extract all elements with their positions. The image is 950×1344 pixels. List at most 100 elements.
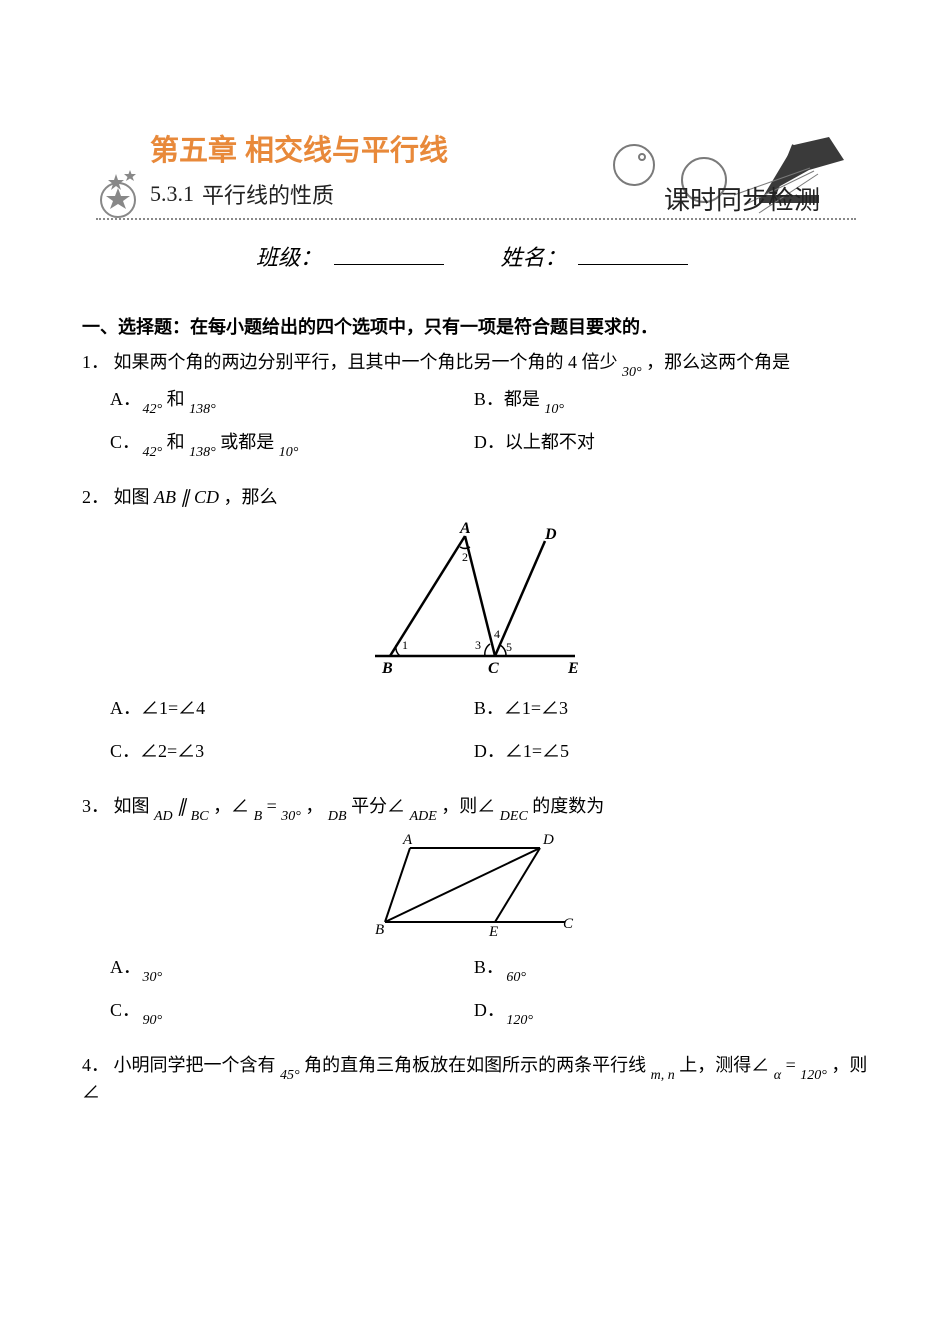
q1-opt-c: C． 42° 和 138° 或都是 10° bbox=[110, 429, 474, 456]
svg-text:A: A bbox=[402, 832, 413, 848]
q4-text-c: 上，测得∠ bbox=[679, 1055, 769, 1075]
q1-A-mid: 和 bbox=[167, 389, 185, 409]
q3-b: B bbox=[254, 806, 263, 827]
q1-A-v1: 42° bbox=[143, 399, 163, 420]
q3-B-pre: B． bbox=[474, 954, 502, 981]
section1-heading: 一、选择题：在每小题给出的四个选项中，只有一项是符合题目要求的． bbox=[82, 314, 868, 341]
q3-D-v: 120° bbox=[506, 1010, 533, 1031]
q1-C-mid2: 或都是 bbox=[220, 432, 274, 452]
svg-text:4: 4 bbox=[494, 627, 500, 641]
q1-A-v2: 138° bbox=[189, 399, 216, 420]
q3-text-a: 如图 bbox=[114, 796, 150, 816]
svg-text:B: B bbox=[381, 660, 393, 677]
q4-eq: = bbox=[786, 1055, 796, 1075]
q2-opt-c: C．∠2=∠3 bbox=[110, 738, 474, 765]
svg-text:C: C bbox=[563, 916, 574, 932]
svg-text:D: D bbox=[544, 526, 557, 543]
question-1: 1． 如果两个角的两边分别平行，且其中一个角比另一个角的 4 倍少 30° ，那… bbox=[82, 349, 868, 376]
q4-mn: m, n bbox=[651, 1065, 675, 1086]
q3-text-c: 的度数为 bbox=[532, 796, 604, 816]
q2-text-b: ，那么 bbox=[224, 487, 278, 507]
fill-row: 班级： 姓名： bbox=[0, 240, 950, 272]
q1-options: A． 42° 和 138° B．都是 10° C． 42° 和 138° 或都是… bbox=[110, 386, 868, 472]
q3-eq: = bbox=[267, 796, 277, 816]
q3-C-pre: C． bbox=[110, 997, 138, 1024]
section-number: 5.3.1 bbox=[150, 181, 194, 207]
q1-opt-b: B．都是 10° bbox=[474, 386, 838, 413]
svg-text:E: E bbox=[567, 660, 579, 677]
q3-ad: AD bbox=[154, 806, 173, 827]
q1-B-v1: 10° bbox=[544, 399, 564, 420]
q3-num: 3． bbox=[82, 796, 109, 816]
q2-par: ∥ bbox=[181, 487, 190, 507]
q3-c1: ，∠ bbox=[213, 796, 249, 816]
q1-A-pre: A． bbox=[110, 386, 138, 413]
q3-options: A． 30° B． 60° C． 90° D． 120° bbox=[110, 954, 868, 1040]
q3-ade: ADE bbox=[410, 806, 437, 827]
q3-c3: ，则∠ bbox=[441, 796, 495, 816]
question-4: 4． 小明同学把一个含有 45° 角的直角三角板放在如图所示的两条平行线 m, … bbox=[82, 1052, 868, 1106]
svg-text:3: 3 bbox=[475, 638, 481, 652]
q4-120: 120° bbox=[800, 1065, 827, 1086]
q3-A-v: 30° bbox=[143, 967, 163, 988]
class-label: 班级： bbox=[256, 245, 322, 270]
question-2: 2． 如图 AB ∥ CD ，那么 bbox=[82, 484, 868, 511]
svg-text:C: C bbox=[488, 660, 499, 677]
q1-30: 30° bbox=[622, 362, 642, 383]
svg-text:D: D bbox=[542, 832, 554, 848]
q3-D-pre: D． bbox=[474, 997, 502, 1024]
q1-num: 1． bbox=[82, 352, 109, 372]
q4-alpha: α bbox=[774, 1065, 781, 1086]
q3-B-v: 60° bbox=[506, 967, 526, 988]
q2-cd: CD bbox=[194, 487, 219, 507]
q1-C-mid1: 和 bbox=[167, 432, 185, 452]
q3-text-b: 平分∠ bbox=[351, 796, 405, 816]
q3-opt-d: D． 120° bbox=[474, 997, 838, 1024]
q3-dec: DEC bbox=[500, 806, 528, 827]
q2-num: 2． bbox=[82, 487, 109, 507]
svg-text:1: 1 bbox=[402, 638, 408, 652]
question-3: 3． 如图 AD ∥ BC ，∠ B = 30° ， DB 平分∠ ADE ，则… bbox=[82, 793, 868, 820]
q1-C-v1: 42° bbox=[143, 442, 163, 463]
svg-text:B: B bbox=[375, 922, 384, 938]
svg-text:A: A bbox=[459, 521, 471, 537]
q3-C-v: 90° bbox=[143, 1010, 163, 1031]
q3-c2: ， bbox=[305, 796, 323, 816]
q3-A-pre: A． bbox=[110, 954, 138, 981]
q3-figure: A D B E C bbox=[82, 830, 868, 940]
q2-opt-b: B．∠1=∠3 bbox=[474, 695, 838, 722]
section-name: 平行线的性质 bbox=[202, 178, 334, 210]
svg-text:E: E bbox=[488, 924, 498, 940]
q3-opt-c: C． 90° bbox=[110, 997, 474, 1024]
q1-text-b: ，那么这两个角是 bbox=[646, 352, 790, 372]
q1-text-a: 如果两个角的两边分别平行，且其中一个角比另一个角的 4 倍少 bbox=[114, 352, 618, 372]
q1-opt-a: A． 42° 和 138° bbox=[110, 386, 474, 413]
q1-opt-d: D．以上都不对 bbox=[474, 429, 838, 456]
q3-opt-b: B． 60° bbox=[474, 954, 838, 981]
name-label: 姓名： bbox=[501, 245, 567, 270]
q1-C-v2: 138° bbox=[189, 442, 216, 463]
right-label: 课时同步检测 bbox=[664, 180, 820, 217]
q1-D: D．以上都不对 bbox=[474, 432, 595, 452]
q3-30: 30° bbox=[281, 806, 301, 827]
chapter-title: 第五章 相交线与平行线 bbox=[150, 127, 448, 169]
q3-bc: BC bbox=[191, 806, 209, 827]
name-blank[interactable] bbox=[578, 264, 688, 265]
q1-C-pre: C． bbox=[110, 429, 138, 456]
class-blank[interactable] bbox=[334, 264, 444, 265]
star-badge-icon bbox=[96, 170, 144, 218]
q4-text-a: 小明同学把一个含有 bbox=[114, 1055, 276, 1075]
q2-text-a: 如图 bbox=[114, 487, 155, 507]
svg-text:2: 2 bbox=[462, 550, 468, 564]
q2-figure: A D B C E 1 2 3 4 5 bbox=[82, 521, 868, 681]
q2-opt-d: D．∠1=∠5 bbox=[474, 738, 838, 765]
q4-num: 4． bbox=[82, 1055, 109, 1075]
q2-options: A．∠1=∠4 B．∠1=∠3 C．∠2=∠3 D．∠1=∠5 bbox=[110, 695, 868, 781]
q4-45: 45° bbox=[280, 1065, 300, 1086]
q1-B-pre: B．都是 bbox=[474, 389, 540, 409]
header-divider bbox=[96, 218, 856, 220]
q1-C-v3: 10° bbox=[279, 442, 299, 463]
q3-par: ∥ bbox=[177, 796, 186, 816]
q3-db: DB bbox=[328, 806, 347, 827]
q2-opt-a: A．∠1=∠4 bbox=[110, 695, 474, 722]
